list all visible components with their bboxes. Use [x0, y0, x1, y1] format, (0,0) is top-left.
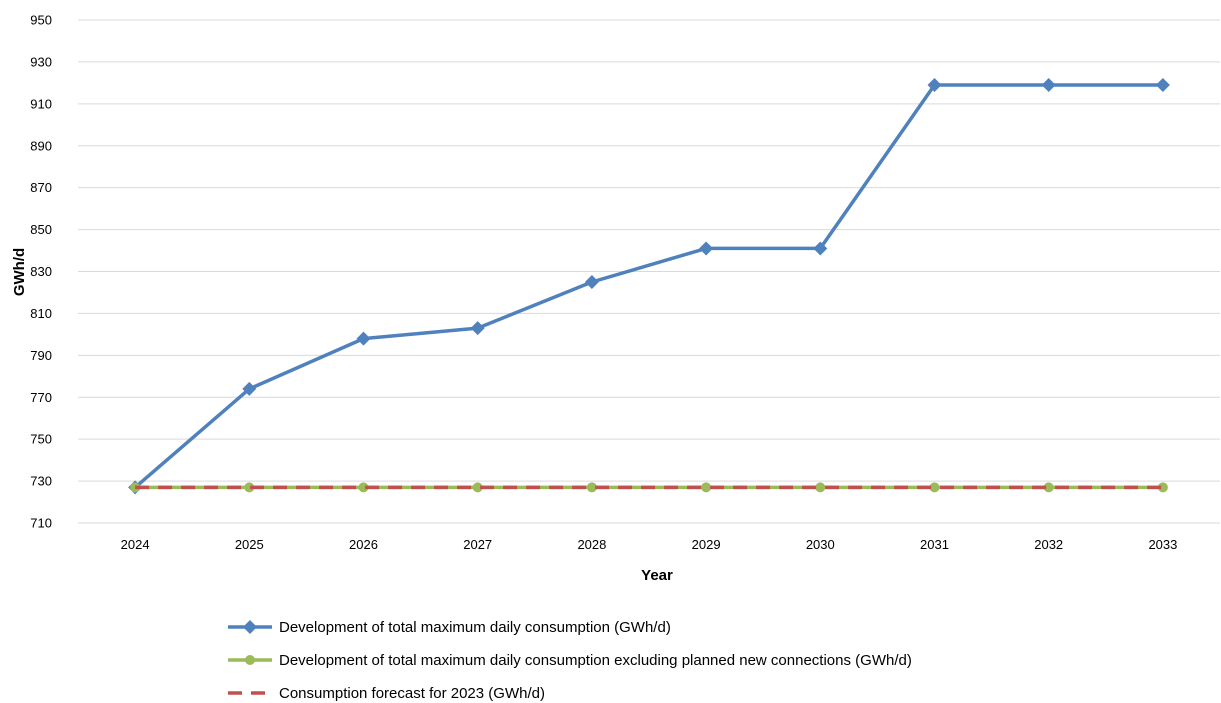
legend-marker — [243, 620, 257, 634]
data-point — [1155, 77, 1170, 92]
x-tick-label: 2029 — [692, 537, 721, 552]
x-tick-label: 2033 — [1148, 537, 1177, 552]
y-tick-label: 810 — [30, 306, 52, 321]
y-tick-label: 730 — [30, 474, 52, 489]
y-axis-ticks: 710 730 750 770 790 810 830 850 870 890 910 930 950 — [30, 13, 52, 531]
series-1 — [128, 77, 1170, 495]
y-tick-label: 910 — [30, 96, 52, 111]
series-layer — [128, 77, 1170, 495]
data-point — [929, 482, 940, 493]
y-tick-label: 750 — [30, 432, 52, 447]
x-tick-label: 2026 — [349, 537, 378, 552]
x-tick-label: 2025 — [235, 537, 264, 552]
y-tick-label: 890 — [30, 138, 52, 153]
y-tick-label: 870 — [30, 180, 52, 195]
x-tick-label: 2024 — [121, 537, 150, 552]
x-tick-label: 2032 — [1034, 537, 1063, 552]
x-tick-label: 2027 — [463, 537, 492, 552]
y-tick-label: 830 — [30, 264, 52, 279]
data-point — [701, 482, 712, 493]
data-point — [586, 482, 597, 493]
legend: Development of total maximum daily consu… — [228, 619, 912, 702]
data-point — [815, 482, 826, 493]
data-point — [472, 482, 483, 493]
legend-item: Development of total maximum daily consu… — [228, 652, 912, 669]
data-point — [927, 77, 942, 92]
y-tick-label: 770 — [30, 390, 52, 405]
data-point — [242, 381, 257, 396]
data-point — [584, 274, 599, 289]
legend-label: Development of total maximum daily consu… — [279, 619, 671, 636]
series-line — [133, 83, 1163, 489]
y-tick-label: 790 — [30, 348, 52, 363]
x-tick-label: 2031 — [920, 537, 949, 552]
data-point — [244, 482, 255, 493]
x-axis-title: Year — [641, 567, 673, 584]
data-point — [358, 482, 369, 493]
legend-label: Development of total maximum daily consu… — [279, 652, 912, 669]
y-tick-label: 710 — [30, 516, 52, 531]
data-point — [470, 321, 485, 336]
y-axis-title: GWh/d — [11, 248, 28, 296]
gridlines — [78, 19, 1220, 524]
y-tick-label: 850 — [30, 222, 52, 237]
data-point — [1157, 482, 1168, 493]
data-point — [1043, 482, 1054, 493]
data-point — [699, 241, 714, 256]
x-axis-ticks: 2024 2025 2026 2027 2028 2029 2030 2031 2032 2033 — [121, 537, 1178, 552]
y-tick-label: 950 — [30, 13, 52, 28]
legend-label: Consumption forecast for 2023 (GWh/d) — [279, 685, 545, 702]
data-point — [356, 331, 371, 346]
x-tick-label: 2030 — [806, 537, 835, 552]
x-tick-label: 2028 — [577, 537, 606, 552]
data-point — [813, 241, 828, 256]
legend-item: Consumption forecast for 2023 (GWh/d) — [228, 685, 545, 702]
data-point — [1041, 77, 1056, 92]
legend-marker — [245, 655, 255, 665]
legend-item: Development of total maximum daily consu… — [228, 619, 671, 636]
y-tick-label: 930 — [30, 54, 52, 69]
